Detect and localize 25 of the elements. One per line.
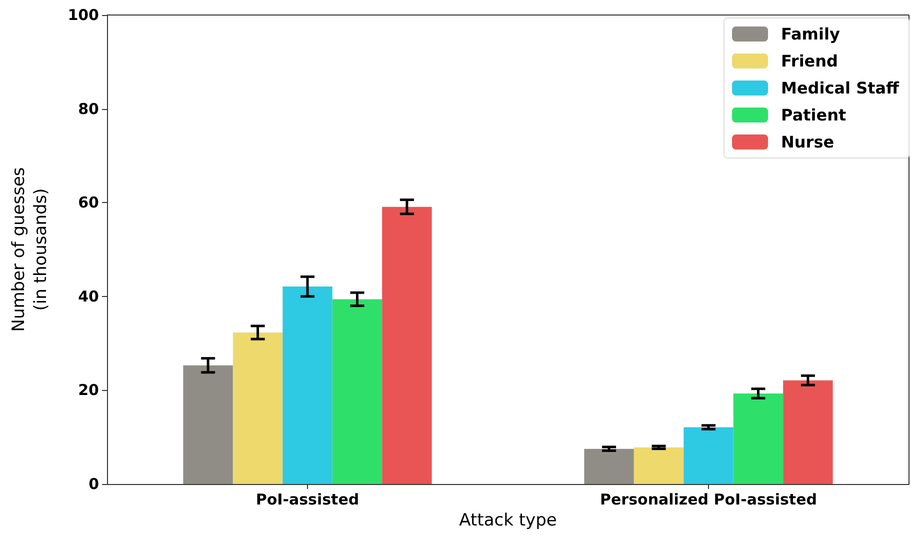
y-tick-label: 40 (78, 287, 99, 306)
bar (634, 447, 684, 484)
y-tick-label: 0 (88, 475, 99, 493)
y-axis-title: Number of guesses (in thousands) (9, 167, 51, 332)
bar (684, 427, 734, 484)
y-tick-label: 100 (68, 6, 99, 24)
bar (282, 286, 332, 484)
bar (382, 206, 432, 484)
legend-label: Nurse (781, 132, 834, 152)
bar (183, 365, 233, 484)
x-axis-title: Attack type (459, 510, 557, 530)
y-tick-label: 80 (78, 100, 99, 118)
x-tick-label: Personalized PoI-assisted (600, 490, 817, 508)
bar (733, 393, 784, 484)
y-tick-label: 60 (78, 194, 99, 212)
bar (584, 448, 634, 484)
bar (232, 332, 283, 484)
bar (783, 380, 833, 484)
legend-label: Friend (781, 52, 838, 70)
x-tick-label: PoI-assisted (256, 490, 360, 508)
bar (332, 299, 382, 484)
legend-label: Patient (781, 106, 846, 124)
legend-label: Medical Staff (781, 78, 900, 98)
legend-label: Family (781, 24, 840, 44)
y-tick-label: 20 (78, 381, 99, 400)
